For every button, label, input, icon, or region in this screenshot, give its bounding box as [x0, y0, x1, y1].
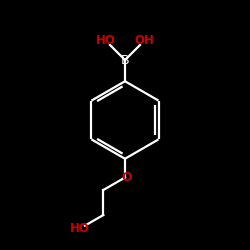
Text: B: B	[121, 54, 129, 66]
Text: HO: HO	[96, 34, 116, 47]
Text: O: O	[121, 171, 132, 184]
Text: HO: HO	[70, 222, 90, 235]
Text: OH: OH	[134, 34, 154, 47]
